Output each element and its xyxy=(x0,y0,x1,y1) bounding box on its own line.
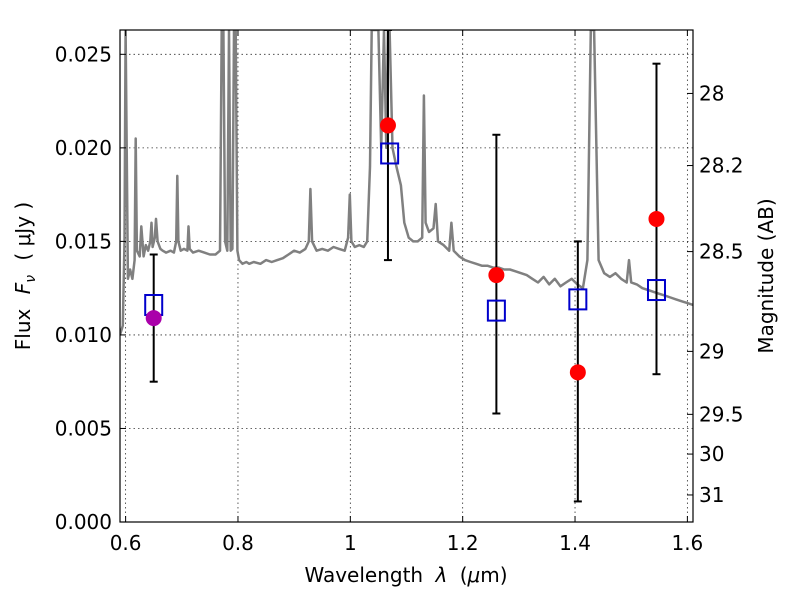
y-tick-label: 0.025 xyxy=(55,42,112,66)
y-tick-label: 0.000 xyxy=(55,510,112,534)
x-axis-label: Wavelength λ (μm) xyxy=(304,563,507,587)
y2-axis-label: Magnitude (AB) xyxy=(754,198,778,353)
x-tick-label: 1.4 xyxy=(559,531,591,555)
mag-tick-label: 29.5 xyxy=(699,402,744,426)
x-tick-label: 1.6 xyxy=(671,531,703,555)
x-tick-label: 0.6 xyxy=(110,531,142,555)
x-tick-label: 1 xyxy=(344,531,357,555)
photometry-point xyxy=(379,117,396,134)
y-tick-label: 0.005 xyxy=(55,416,112,440)
plot-frame xyxy=(119,29,694,523)
mag-tick-label: 29 xyxy=(699,339,724,363)
mag-tick-label: 28.2 xyxy=(699,154,744,178)
x-tick-label: 0.8 xyxy=(222,531,254,555)
y-axis-label: Flux Fν ( μJy ) xyxy=(11,202,40,350)
photometry-point xyxy=(145,310,162,327)
model-flux-square xyxy=(568,288,588,311)
spectrum-line xyxy=(120,30,693,336)
model-flux-square xyxy=(486,299,506,322)
photometry-point xyxy=(569,364,586,381)
mag-tick-label: 28.5 xyxy=(699,240,744,264)
mag-tick-label: 28 xyxy=(699,81,724,105)
mag-tick-label: 31 xyxy=(699,483,724,507)
x-tick-label: 1.2 xyxy=(447,531,479,555)
plot-area xyxy=(120,30,693,503)
photometry-point xyxy=(648,210,665,227)
model-flux-square xyxy=(380,142,400,165)
ticks-layer: 0.6 0.8 1 1.2 1.4 1.6 0.000 0.005 0.010 0.015 0.02… xyxy=(55,30,744,555)
photometry-point xyxy=(488,267,505,284)
model-flux-square xyxy=(646,279,666,302)
mag-tick-label: 30 xyxy=(699,442,724,466)
y-tick-label: 0.020 xyxy=(55,136,112,160)
y-tick-label: 0.015 xyxy=(55,229,112,253)
y-tick-label: 0.010 xyxy=(55,323,112,347)
